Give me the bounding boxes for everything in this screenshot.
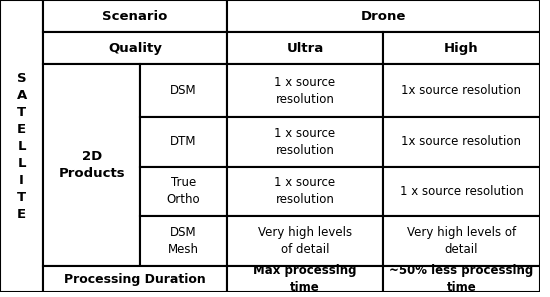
Text: True
Ortho: True Ortho	[167, 176, 200, 206]
Text: Very high levels of
detail: Very high levels of detail	[407, 226, 516, 256]
Bar	[383, 266, 540, 292]
Bar	[227, 64, 383, 117]
Text: S
A
T
E
L
L
I
T
E: S A T E L L I T E	[16, 72, 27, 221]
Bar	[227, 32, 383, 64]
Bar	[383, 167, 540, 216]
Bar	[140, 117, 227, 167]
Bar	[140, 167, 227, 216]
Text: Processing Duration: Processing Duration	[64, 273, 206, 286]
Bar	[0, 0, 43, 292]
Bar	[383, 64, 540, 117]
Bar	[227, 117, 383, 167]
Text: Very high levels
of detail: Very high levels of detail	[258, 226, 352, 256]
Bar	[227, 167, 383, 216]
Bar	[43, 0, 227, 32]
Bar	[227, 0, 540, 32]
Text: 1 x source
resolution: 1 x source resolution	[274, 127, 336, 157]
Bar	[140, 216, 227, 266]
Bar	[383, 216, 540, 266]
Text: DSM
Mesh: DSM Mesh	[168, 226, 199, 256]
Text: ~50% less processing
time: ~50% less processing time	[389, 264, 534, 294]
Text: Ultra: Ultra	[287, 42, 323, 55]
Bar	[43, 64, 140, 266]
Text: 1 x source
resolution: 1 x source resolution	[274, 176, 336, 206]
Bar	[383, 117, 540, 167]
Text: 1 x source
resolution: 1 x source resolution	[274, 76, 336, 106]
Text: Max processing
time: Max processing time	[253, 264, 356, 294]
Bar	[43, 266, 227, 292]
Bar	[383, 32, 540, 64]
Text: Drone: Drone	[360, 10, 406, 23]
Text: Scenario: Scenario	[102, 10, 168, 23]
Text: DSM: DSM	[170, 84, 197, 97]
Text: High: High	[444, 42, 478, 55]
Bar	[227, 216, 383, 266]
Bar	[43, 32, 227, 64]
Bar	[227, 266, 383, 292]
Bar	[140, 64, 227, 117]
Text: 1 x source resolution: 1 x source resolution	[399, 185, 523, 198]
Text: 1x source resolution: 1x source resolution	[402, 84, 521, 97]
Text: 2D
Products: 2D Products	[58, 150, 125, 180]
Text: DTM: DTM	[170, 135, 197, 148]
Text: 1x source resolution: 1x source resolution	[402, 135, 521, 148]
Text: Quality: Quality	[108, 42, 162, 55]
